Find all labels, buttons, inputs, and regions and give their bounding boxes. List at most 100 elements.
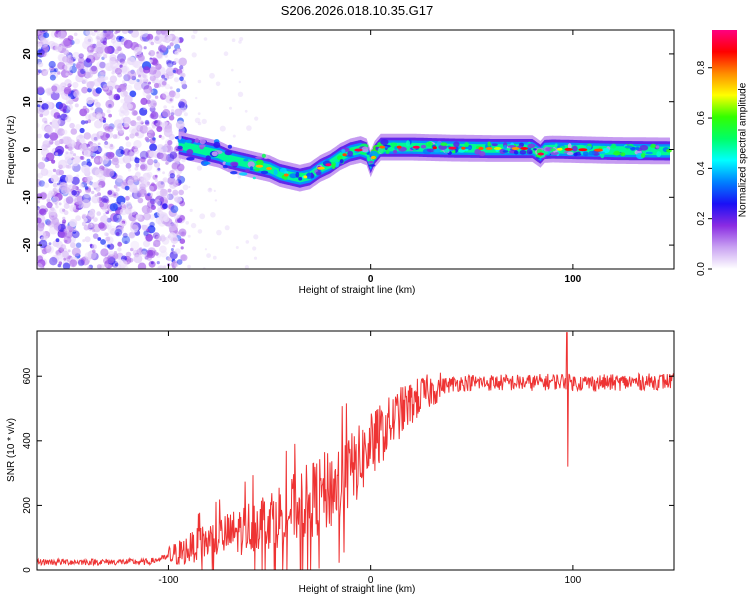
noise-point: [37, 61, 44, 68]
noise-point: [57, 140, 61, 143]
track-peak: [342, 153, 347, 157]
track-peak: [266, 167, 272, 170]
snr-y-label: SNR (10 * v/v): [6, 418, 17, 482]
noise-point: [57, 182, 60, 186]
noise-point: [209, 72, 215, 79]
noise-point: [114, 31, 118, 35]
noise-point: [167, 34, 173, 40]
noise-point: [94, 119, 103, 129]
noise-point: [153, 82, 160, 89]
noise-point: [119, 105, 129, 114]
noise-point: [62, 219, 67, 224]
noise-point: [152, 124, 156, 129]
noise-point: [79, 127, 85, 134]
track-blob: [499, 148, 506, 154]
track-blob: [199, 138, 206, 145]
noise-point: [65, 174, 74, 183]
noise-point: [44, 133, 50, 139]
noise-point: [96, 35, 100, 40]
track-peak: [432, 146, 437, 150]
noise-point: [67, 195, 77, 205]
track-blob: [366, 157, 371, 162]
noise-point: [121, 235, 131, 245]
noise-point: [85, 30, 93, 36]
noise-point: [136, 82, 140, 86]
noise-point: [137, 54, 145, 62]
noise-point: [144, 119, 150, 125]
colorbar-tick-label: 0.6: [696, 111, 707, 125]
snr-panel: -100 0 100 0 200 400 600 Height of straight li…: [6, 330, 675, 595]
noise-point: [76, 139, 80, 143]
noise-point: [154, 95, 159, 99]
noise-point: [104, 125, 111, 132]
noise-point: [67, 146, 73, 152]
noise-point: [86, 143, 90, 148]
noise-point: [111, 228, 115, 231]
noise-point: [160, 93, 167, 100]
noise-point: [62, 56, 69, 63]
noise-point: [73, 32, 78, 37]
noise-point: [239, 37, 244, 41]
noise-point: [179, 215, 186, 221]
noise-point: [161, 81, 167, 86]
track-peak: [396, 145, 402, 149]
noise-point: [149, 143, 158, 152]
noise-point: [125, 195, 130, 201]
noise-point: [45, 125, 54, 134]
track-blob: [582, 151, 589, 157]
noise-point: [170, 248, 174, 251]
noise-point: [123, 121, 130, 128]
noise-point: [65, 96, 72, 102]
noise-point: [179, 65, 184, 70]
noise-point: [151, 182, 155, 186]
noise-point: [157, 265, 165, 269]
noise-point: [100, 248, 109, 257]
noise-point: [208, 187, 212, 191]
noise-point: [55, 169, 62, 176]
noise-point: [134, 121, 141, 129]
noise-point: [166, 45, 171, 50]
track-blob: [656, 151, 662, 158]
snr-x-label: Height of straight line (km): [299, 584, 416, 595]
noise-point: [42, 70, 48, 76]
track-blob: [393, 149, 398, 154]
noise-point: [201, 118, 207, 125]
noise-point: [84, 177, 88, 182]
noise-point: [156, 52, 163, 59]
noise-point: [139, 248, 146, 255]
colorbar-label: Normalized spectral amplitude: [738, 82, 749, 217]
noise-point: [91, 195, 100, 204]
noise-point: [157, 200, 163, 206]
noise-point: [149, 59, 153, 63]
noise-point: [144, 255, 149, 260]
track-blob: [185, 139, 192, 144]
noise-point: [87, 266, 92, 269]
noise-point: [238, 40, 242, 44]
track-blob: [650, 143, 657, 149]
noise-point: [92, 233, 99, 239]
noise-point: [125, 136, 130, 141]
noise-point: [129, 194, 133, 198]
noise-point: [91, 244, 97, 250]
noise-point: [253, 234, 259, 240]
noise-point: [129, 90, 137, 98]
noise-point: [114, 49, 119, 55]
noise-point: [235, 246, 239, 249]
noise-point: [177, 175, 186, 184]
noise-point: [52, 187, 57, 193]
noise-point: [109, 203, 118, 212]
noise-point: [91, 156, 94, 159]
noise-point: [108, 250, 115, 257]
noise-point: [165, 59, 172, 65]
track-blob: [440, 142, 448, 147]
noise-point: [156, 190, 162, 197]
noise-point: [149, 214, 156, 220]
spectrogram-y-tick-label: -20: [22, 237, 33, 252]
noise-point: [130, 240, 140, 250]
noise-point: [133, 46, 143, 56]
noise-point: [86, 51, 95, 60]
noise-point: [38, 239, 48, 249]
noise-point: [50, 174, 59, 183]
track-blob: [203, 161, 211, 165]
noise-point: [85, 114, 91, 120]
